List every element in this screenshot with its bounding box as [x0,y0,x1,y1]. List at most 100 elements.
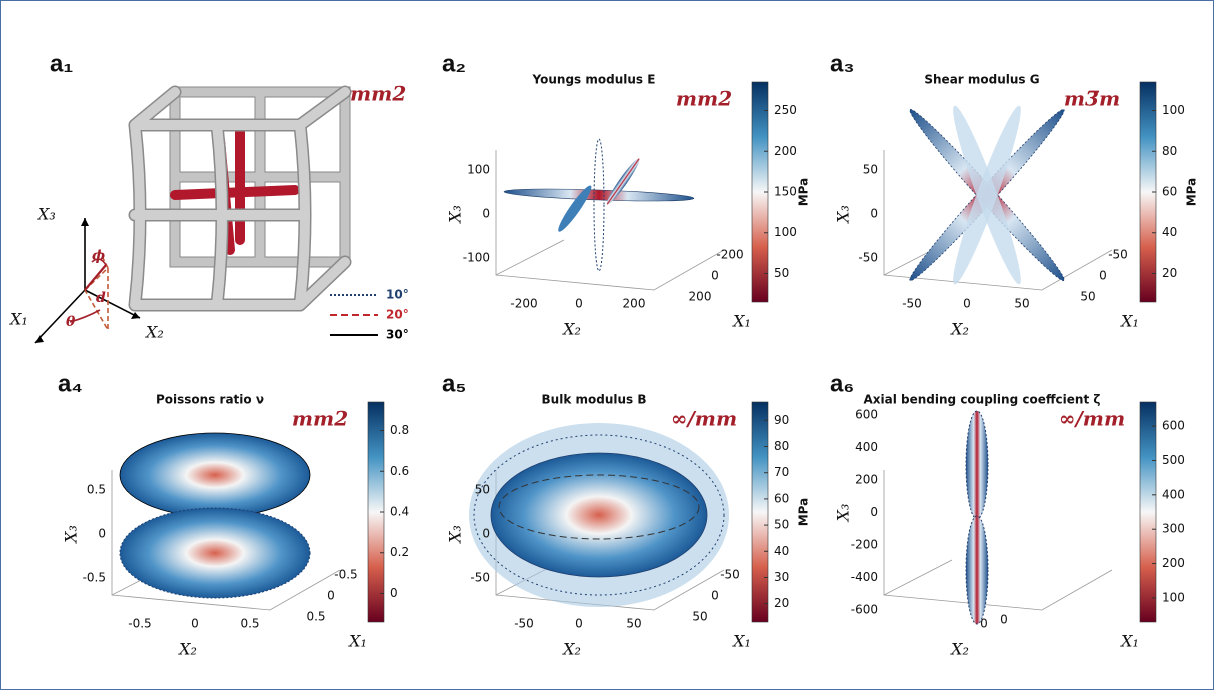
x2-tick-label: 0 [980,617,988,631]
panel-title: Bulk modulus B [542,393,647,407]
colorbar-unit: MPa [1185,178,1199,207]
colorbar-tick-label: 60 [1162,185,1177,199]
x1-tick-label: -50 [720,568,740,582]
x3-tick-label: 200 [855,473,878,487]
axis-label: X₃ [834,504,853,524]
colorbar-tick-label: 50 [774,518,789,532]
x2-tick-label: 0 [575,297,583,311]
colorbar-tick-label: 150 [774,185,797,199]
surface [491,453,707,577]
panel-label: a₅ [442,370,466,397]
x1-tick-label: 200 [689,290,712,304]
colorbar-tick-label: 500 [1162,453,1185,467]
x1-tick-label: 0 [1000,613,1008,627]
colorbar-tick-label: 80 [774,439,789,453]
axis-label: X₁ [8,310,28,329]
colorbar-tick-label: 100 [774,225,797,239]
x3-tick-label: 0 [482,527,490,541]
axis-label: X₁ [347,632,367,651]
x3-tick-label: 0 [98,527,106,541]
legend-label: 10° [386,288,409,302]
x1-tick-label: 0 [1099,269,1107,283]
x3-tick-label: 400 [855,440,878,454]
colorbar-tick-label: 0 [390,586,398,600]
x2-tick-label: -200 [510,297,537,311]
panel: a₃Shear modulus Gm3̅m20406080100MPa500-5… [830,50,1199,338]
x3-tick-label: -100 [463,251,490,265]
x2-tick-label: -50 [902,297,922,311]
axis-label: X₁ [1119,632,1139,651]
axis-label: X₃ [62,525,81,545]
legend-label: 30° [386,328,409,342]
axis-label: X₁ [1119,312,1139,331]
axis-label: X₁ [731,312,751,331]
axis-label: θ [66,314,76,330]
x3-tick-label: -50 [858,251,878,265]
x1-tick-label: 0.5 [306,610,325,624]
axis-label: X₁ [731,632,751,651]
panel-title: Youngs modulus E [532,73,656,87]
colorbar-unit: MPa [797,498,811,527]
axis-label: X₃ [834,205,853,225]
surface [966,516,988,624]
x1-tick-label: -200 [716,248,743,262]
legend-label: 20° [386,308,409,322]
symmetry: ∞/mm [671,407,737,431]
axis-label: ϕ [92,248,105,264]
colorbar-tick-label: 100 [1162,590,1185,604]
x3-tick-label: 100 [467,163,490,177]
axis-label: X₂ [561,320,581,339]
axis-label: X₂ [949,640,969,659]
colorbar-tick-label: 200 [1162,556,1185,570]
colorbar-tick-label: 60 [774,491,789,505]
colorbar-tick-label: 40 [1162,225,1177,239]
colorbar-tick-label: 0.4 [390,505,409,519]
colorbar-tick-label: 0.2 [390,545,409,559]
x2-tick-label: 0 [575,617,583,631]
surface [120,508,310,598]
x1-tick-label: -0.5 [334,568,357,582]
colorbar-tick-label: 400 [1162,487,1185,501]
x1-tick-label: 0 [327,589,335,603]
colorbar-tick-label: 200 [774,144,797,158]
x2-tick-label: 50 [1014,297,1029,311]
x3-tick-label: -400 [851,570,878,584]
colorbar-tick-label: 50 [774,266,789,280]
x3-tick-label: -50 [470,571,490,585]
colorbar-tick-label: 250 [774,103,797,117]
axis-label: X₃ [446,205,465,225]
x2-tick-label: 50 [626,617,641,631]
axis-label: X₃ [446,525,465,545]
axis-label: X₂ [144,323,164,342]
x3-tick-label: -200 [851,538,878,552]
axis-label: X₂ [561,640,581,659]
axes-box [496,150,724,290]
colorbar [1140,402,1156,622]
colorbar-tick-label: 0.6 [390,464,409,478]
axis-label: X₂ [949,320,969,339]
surface [966,411,988,519]
panel-label: a₄ [58,370,83,397]
coordinate-triad [35,218,140,343]
axis-label: X₂ [177,640,197,659]
panel-title: Poissons ratio ν [156,393,264,407]
panel-label: a₁ [50,50,73,77]
symmetry: ∞/mm [1059,407,1125,431]
colorbar-tick-label: 20 [1162,266,1177,280]
colorbar-unit: MPa [797,178,811,207]
x2-tick-label: 200 [623,297,646,311]
x1-tick-label: 0 [711,589,719,603]
x2-tick-label: 0.5 [240,617,259,631]
x2-tick-label: 0 [963,297,971,311]
lattice-cube [135,92,345,305]
colorbar-tick-label: 300 [1162,522,1185,536]
panel-title: Axial bending coupling coeffcient ζ [864,393,1101,407]
x3-tick-label: 0 [870,207,878,221]
x1-tick-label: 0 [711,269,719,283]
colorbar [752,402,768,622]
colorbar-tick-label: 90 [774,413,789,427]
panel-label: a₂ [442,50,466,77]
surface [594,139,604,271]
